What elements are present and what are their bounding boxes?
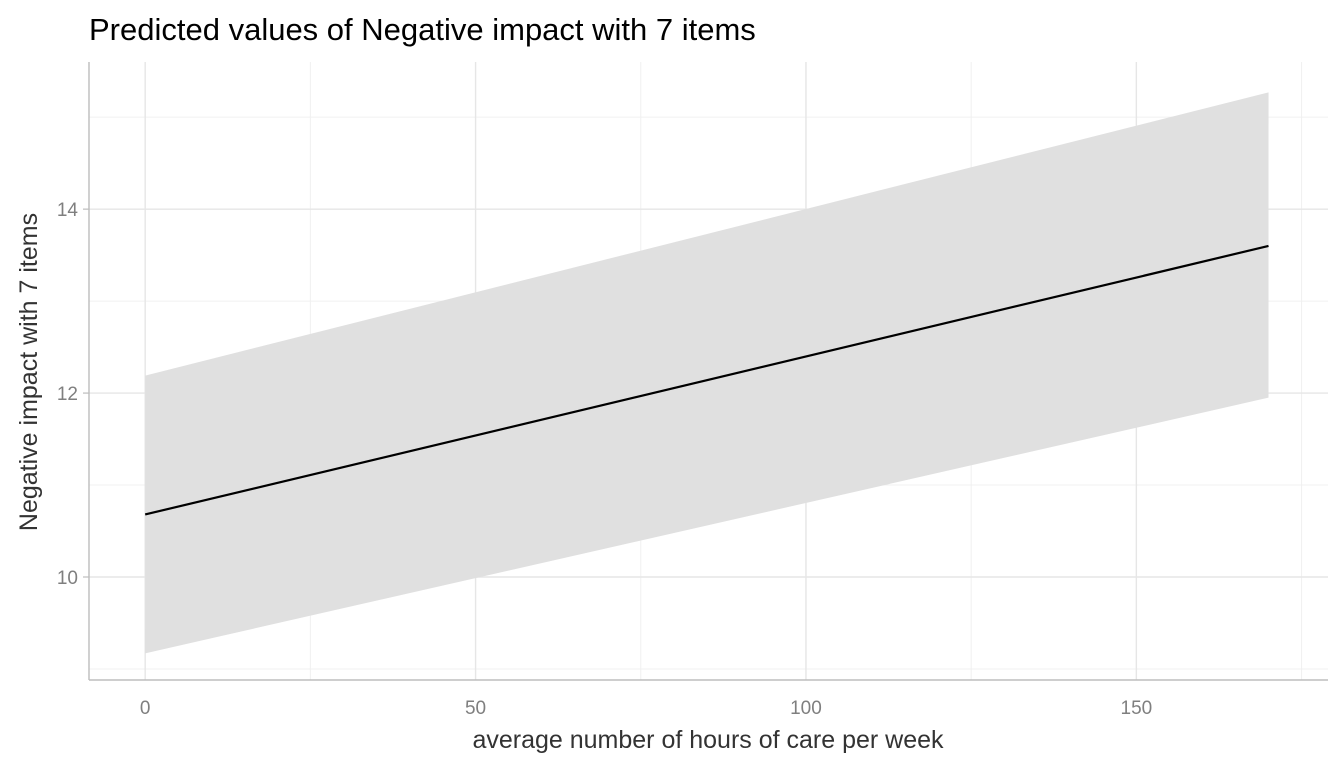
y-axis-title: Negative impact with 7 items [15, 213, 43, 531]
prediction-line [144, 244, 1269, 516]
chart-title: Predicted values of Negative impact with… [89, 12, 756, 47]
x-tick-label-3: 150 [1121, 698, 1153, 719]
y-tick-label-2: 14 [57, 200, 79, 221]
x-axis-title: average number of hours of care per week [472, 726, 944, 754]
x-tick-label-1: 50 [465, 698, 486, 719]
y-tick-label-0: 10 [57, 568, 78, 589]
axes: 0 50 100 150 10 12 14 [57, 62, 1328, 719]
confidence-band [145, 92, 1269, 654]
y-tick-label-1: 12 [57, 384, 78, 405]
plot-area [144, 92, 1269, 654]
x-tick-label-2: 100 [790, 698, 822, 719]
x-tick-label-0: 0 [140, 698, 151, 719]
